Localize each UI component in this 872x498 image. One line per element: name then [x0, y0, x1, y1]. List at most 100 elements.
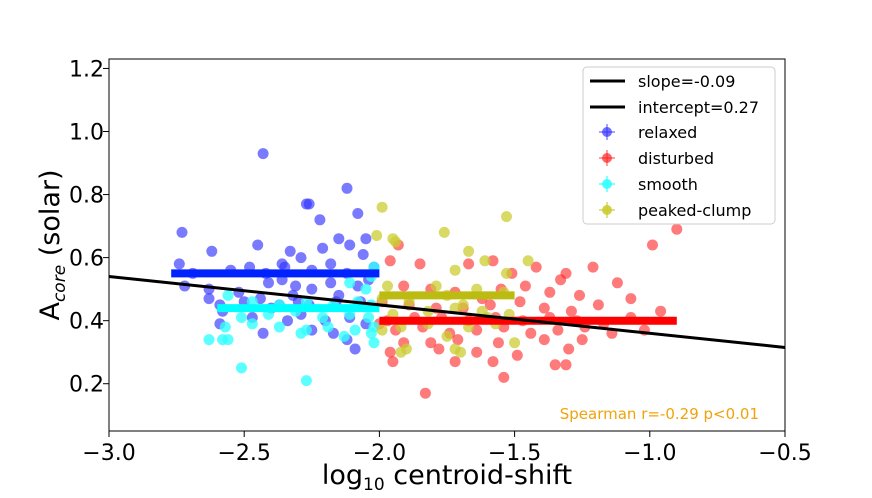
disturbed-point-59	[433, 343, 445, 355]
disturbed-point-13	[398, 280, 410, 292]
peaked-clump-point-2	[438, 226, 450, 238]
relaxed-point-13	[360, 233, 372, 245]
relaxed-point-31	[290, 280, 302, 292]
relaxed-point-30	[263, 277, 274, 289]
peaked-clump-point-12	[430, 280, 442, 292]
disturbed-point-1	[647, 239, 658, 251]
x-tick-label-0: −3.0	[82, 441, 135, 466]
disturbed-point-18	[519, 280, 531, 292]
disturbed-point-62	[563, 343, 575, 355]
y-tick-label-3: 0.8	[69, 184, 104, 209]
disturbed-point-19	[544, 286, 556, 298]
relaxed-point-59	[333, 289, 345, 301]
disturbed-point-12	[611, 277, 623, 289]
relaxed-point-9	[284, 245, 296, 257]
smooth-point-16	[363, 312, 375, 323]
relaxed-point-8	[252, 239, 264, 251]
peaked-clump-point-1	[501, 211, 512, 223]
smooth-point-4	[222, 289, 234, 301]
disturbed-point-54	[452, 334, 464, 346]
legend-peaked-clump-label: peaked-clump	[638, 201, 751, 220]
smooth-point-31	[300, 375, 312, 387]
disturbed-point-0	[671, 223, 683, 235]
disturbed-point-55	[492, 337, 504, 349]
smooth-point-14	[317, 312, 329, 323]
legend: slope=-0.09 intercept=0.27 relaxed distu…	[582, 66, 776, 225]
smooth-point-24	[203, 334, 215, 346]
relaxed-point-58	[203, 293, 215, 305]
mean-bars-layer	[171, 269, 677, 325]
peaked-clump-point-32	[455, 346, 466, 358]
smooth-point-22	[349, 324, 361, 336]
legend-relaxed-label: relaxed	[638, 123, 697, 142]
x-ticks: −3.0 −2.5 −2.0 −1.5 −1.0 −0.5	[82, 431, 812, 466]
y-ticks: 0.2 0.4 0.6 0.8 1.0 1.2	[69, 57, 109, 398]
disturbed-point-67	[560, 359, 572, 371]
legend-peaked-clump-marker	[602, 205, 612, 215]
smooth-point-30	[236, 362, 247, 374]
legend-disturbed-marker	[602, 153, 612, 163]
disturbed-point-47	[525, 327, 537, 339]
disturbed-point-5	[463, 258, 475, 270]
disturbed-point-68	[498, 371, 510, 383]
relaxed-point-0	[257, 148, 269, 160]
peaked-clump-point-8	[522, 255, 534, 267]
disturbed-point-61	[511, 349, 523, 361]
disturbed-point-21	[625, 293, 637, 305]
x-axis-label-suffix: centroid-shift	[385, 460, 572, 491]
smooth-point-32	[368, 337, 380, 349]
peaked-clump-point-9	[449, 264, 461, 276]
smooth-point-29	[365, 327, 377, 339]
legend-box	[582, 66, 776, 225]
disturbed-point-4	[414, 258, 426, 270]
y-tick-label-5: 1.2	[69, 57, 104, 82]
legend-peaked-clump: peaked-clump	[599, 201, 751, 220]
disturbed-point-7	[530, 261, 542, 273]
disturbed-point-30	[592, 299, 604, 311]
relaxed-point-32	[306, 283, 318, 295]
peaked-clump-point-5	[390, 236, 402, 248]
legend-smooth-label: smooth	[638, 175, 698, 194]
peaked-clump-point-29	[395, 346, 407, 358]
peaked-clump-point-34	[376, 324, 388, 336]
x-tick-label-4: −1.0	[623, 441, 676, 466]
relaxed-point-10	[317, 242, 329, 254]
disturbed-point-29	[565, 305, 577, 317]
disturbed-point-28	[538, 302, 550, 314]
x-axis-label-sub: 10	[363, 475, 385, 495]
legend-intercept-label: intercept=0.27	[638, 98, 759, 117]
peaked-clump-point-11	[382, 280, 393, 292]
smooth-point-17	[219, 321, 231, 333]
relaxed-point-15	[295, 252, 307, 264]
peaked-clump-point-21	[449, 302, 461, 314]
relaxed-point-7	[206, 245, 218, 257]
relaxed-point-33	[325, 277, 337, 289]
legend-disturbed: disturbed	[599, 149, 714, 168]
legend-smooth: smooth	[599, 175, 698, 194]
peaked-clump-point-3	[371, 230, 383, 241]
disturbed-point-27	[514, 296, 526, 308]
y-tick-label-1: 0.4	[69, 310, 104, 335]
disturbed-point-31	[655, 305, 667, 317]
disturbed-point-58	[384, 346, 396, 358]
relaxed-point-16	[325, 258, 337, 270]
disturbed-point-69	[419, 387, 431, 399]
y-axis-label-prefix: A	[35, 302, 66, 321]
legend-slope-label: slope=-0.09	[638, 72, 735, 91]
relaxed-point-11	[344, 239, 356, 251]
legend-relaxed: relaxed	[599, 123, 697, 142]
relaxed-point-6	[176, 226, 188, 238]
relaxed-point-3	[300, 198, 312, 210]
smooth-point-18	[246, 318, 258, 330]
x-tick-label-3: −1.5	[488, 441, 541, 466]
peaked-clump-point-10	[501, 267, 512, 279]
x-axis-label: log10 centroid-shift	[322, 460, 572, 495]
disturbed-point-65	[487, 356, 499, 368]
peaked-clump-point-7	[479, 255, 491, 267]
y-axis-label: Acore (solar)	[35, 169, 70, 320]
relaxed-point-46	[282, 315, 293, 327]
y-tick-label-4: 1.0	[69, 121, 104, 146]
peaked-clump-point-6	[463, 245, 475, 257]
smooth-point-21	[322, 321, 334, 333]
disturbed-point-26	[484, 299, 496, 311]
